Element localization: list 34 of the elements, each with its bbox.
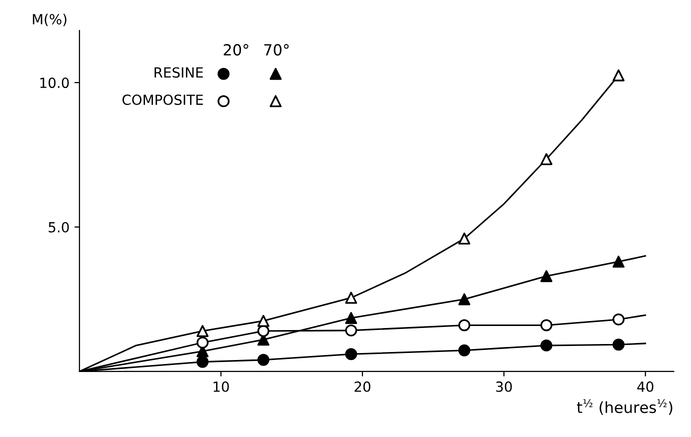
legend-label: COMPOSITE <box>122 94 203 106</box>
point <box>345 324 358 336</box>
point <box>612 313 625 326</box>
point <box>458 319 470 332</box>
x-tick-label: 40 <box>637 381 654 392</box>
y-axis-title: M(%) <box>32 14 66 26</box>
point <box>196 356 209 368</box>
x-tick-label: 30 <box>496 381 512 392</box>
point <box>612 256 625 268</box>
point <box>345 312 358 324</box>
point <box>458 293 470 306</box>
y-tick-label: 10.0 <box>40 78 69 88</box>
point <box>196 336 209 349</box>
point <box>257 325 270 337</box>
point <box>540 270 552 282</box>
y-tick-label: 5.0 <box>48 222 69 232</box>
point <box>458 344 470 356</box>
point <box>540 339 552 352</box>
point <box>196 325 209 337</box>
point <box>257 354 270 366</box>
point <box>540 319 552 332</box>
x-axis-title: t$^{½}$ (heures$^{½}$) <box>576 399 672 415</box>
point <box>345 348 358 360</box>
x-tick-label: 10 <box>214 381 229 392</box>
point <box>458 232 470 245</box>
point <box>257 314 270 327</box>
point <box>540 153 552 166</box>
point <box>345 292 358 304</box>
legend-label: RESINE <box>154 67 203 78</box>
annotation: 70° <box>264 44 289 56</box>
annotation: 20° <box>224 44 248 56</box>
point <box>612 69 625 82</box>
x-tick-label: 20 <box>354 381 370 392</box>
point <box>612 338 625 351</box>
